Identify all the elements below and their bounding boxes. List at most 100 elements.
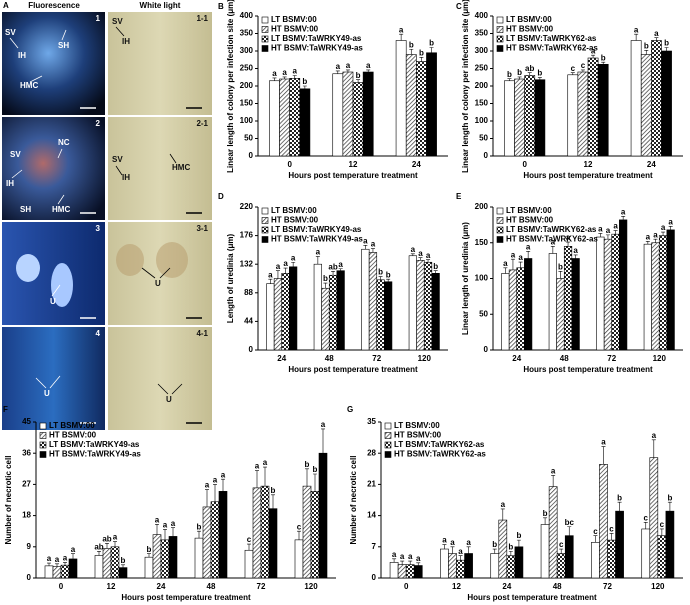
bar [60, 564, 70, 579]
significance-letter: b [419, 48, 424, 57]
error-bar [567, 526, 572, 536]
y-tick-label: 0 [372, 573, 377, 582]
column-header: Fluorescence [28, 1, 80, 10]
y-tick-label: 100 [240, 116, 254, 125]
legend-label: HT BSMV:00 [271, 25, 319, 34]
x-tick-label: 24 [157, 582, 166, 591]
bar [658, 235, 668, 351]
error-bar [63, 562, 67, 566]
panel-number: 3 [96, 224, 101, 233]
arrow [61, 29, 67, 41]
arrow [57, 194, 65, 205]
panel-letter: E [456, 192, 462, 201]
y-tick-label: 150 [475, 238, 489, 247]
significance-letter: b [667, 493, 672, 502]
y-tick-label: 100 [475, 274, 489, 283]
significance-letter: a [113, 533, 118, 542]
error-bar [363, 245, 368, 250]
x-tick-label: 0 [287, 160, 292, 169]
x-tick-label: 48 [207, 582, 216, 591]
significance-letter: a [591, 46, 596, 55]
structure-labels: SV SH IH HMC SV IH NC SV IH SH HMC SV IH… [5, 17, 190, 404]
legend-label: LT BSMV:TaWRKY62-as [506, 225, 597, 234]
significance-letter: b [305, 460, 310, 469]
panel-number: 2 [96, 119, 101, 128]
structure-label: SV [112, 155, 123, 164]
significance-letter: a [598, 225, 603, 234]
error-bar [500, 508, 505, 521]
legend-label: LT BSMV:00 [271, 206, 317, 215]
significance-letter: a [450, 538, 455, 547]
y-tick-label: 300 [240, 46, 254, 55]
arrow [115, 165, 123, 176]
significance-letter: a [613, 222, 618, 231]
bar [611, 233, 620, 351]
panel-letter: B [218, 2, 224, 11]
y-tick-label: 150 [475, 99, 489, 108]
significance-letter: a [255, 462, 260, 471]
error-bar [601, 61, 606, 65]
significance-letter: a [338, 260, 343, 269]
significance-letter: c [559, 540, 564, 549]
structure-label: U [166, 395, 172, 404]
structure-label: U [155, 279, 161, 288]
bar [210, 501, 220, 579]
significance-letter: a [551, 467, 556, 476]
bar [332, 73, 344, 157]
bar [548, 253, 557, 351]
y-tick-label: 27 [22, 480, 31, 489]
legend-label: LT BSMV:00 [506, 15, 552, 24]
legend-swatch [261, 26, 269, 33]
y-tick-label: 400 [240, 11, 254, 20]
structure-label: SV [5, 28, 16, 37]
bar [368, 252, 378, 351]
y-tick-label: 88 [244, 288, 253, 297]
white-light-image [108, 117, 212, 220]
bar [266, 283, 275, 351]
x-tick-label: 24 [502, 582, 511, 591]
significance-letter: a [371, 240, 376, 249]
error-bar [550, 246, 555, 254]
structure-label: IH [122, 173, 130, 182]
error-bar [205, 489, 209, 507]
error-bar [527, 72, 532, 76]
error-bar [664, 47, 669, 51]
significance-letter: a [272, 69, 277, 78]
error-bar [275, 270, 280, 279]
error-bar [645, 241, 650, 245]
significance-letter: a [411, 245, 416, 254]
significance-letter: b [492, 540, 497, 549]
error-bar [458, 555, 463, 561]
bar [448, 553, 457, 579]
y-axis-title: Number of necrotic cell [4, 456, 13, 545]
significance-letter: a [442, 536, 447, 545]
significance-letter: bc [565, 518, 575, 527]
bar [289, 266, 298, 351]
error-bar [429, 47, 434, 53]
significance-letter: a [213, 476, 218, 485]
significance-letter: a [291, 253, 296, 262]
significance-letter: b [313, 465, 318, 474]
legend-swatch [496, 45, 504, 52]
bar [556, 553, 566, 579]
bar [389, 562, 399, 579]
arrow [49, 375, 61, 389]
bar [640, 54, 652, 157]
x-tick-label: 0 [59, 582, 64, 591]
error-bar [121, 564, 125, 568]
uredinium [156, 242, 188, 278]
error-bar [356, 79, 361, 83]
legend-swatch [261, 207, 269, 215]
significance-letter: c [297, 522, 302, 531]
bar [294, 539, 304, 579]
significance-letter: a [171, 519, 176, 528]
error-bar [282, 76, 287, 79]
significance-letter: a [71, 545, 76, 554]
error-bar [302, 85, 307, 89]
y-axis-title: Number of necrotic cell [349, 456, 358, 545]
uredinium [16, 254, 40, 282]
legend-label: LT BSMV:TaWRKY49-as [271, 225, 362, 234]
significance-letter: a [221, 470, 226, 479]
legend-label: HT BSMV:TaWRKY62-as [506, 235, 598, 244]
